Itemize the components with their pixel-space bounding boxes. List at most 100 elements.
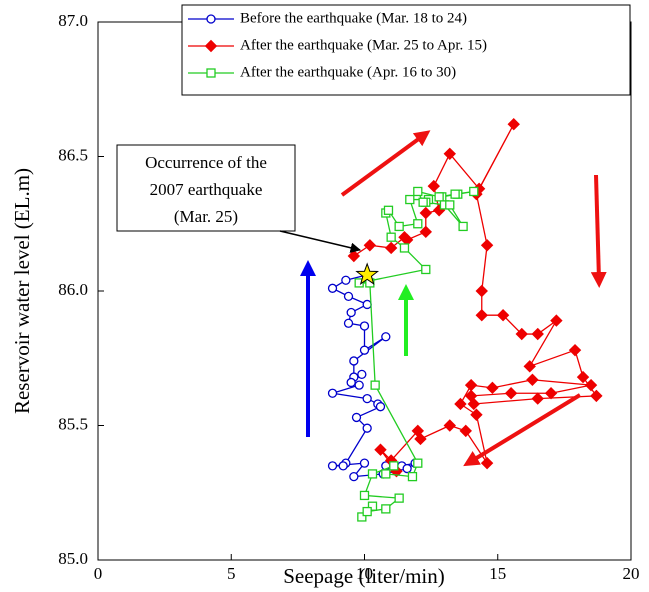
- plot-frame: [97, 21, 632, 561]
- point: [354, 278, 364, 288]
- point: [450, 189, 460, 199]
- point: [367, 501, 378, 511]
- point: [584, 378, 598, 392]
- point: [454, 397, 467, 411]
- point: [419, 206, 433, 220]
- point: [375, 402, 386, 412]
- point: [383, 205, 394, 215]
- point: [413, 458, 423, 468]
- point: [327, 388, 338, 398]
- legend: [181, 4, 631, 96]
- point: [351, 412, 362, 423]
- point: [526, 373, 539, 386]
- point: [413, 219, 423, 229]
- series-line: [331, 274, 416, 478]
- point: [367, 469, 378, 479]
- point: [327, 461, 338, 471]
- point: [381, 504, 391, 514]
- point: [590, 389, 603, 403]
- point: [384, 241, 398, 255]
- x-axis-label: Seepage (liter/min): [283, 564, 445, 588]
- legend-label: Before the earthquake (Mar. 18 to 24): [240, 10, 467, 26]
- point: [544, 387, 558, 400]
- x-tick-label: 15: [489, 564, 506, 583]
- point: [470, 408, 483, 421]
- point: [357, 512, 367, 522]
- point: [381, 332, 391, 342]
- legend-label: After the earthquake (Mar. 25 to Apr. 15…: [240, 37, 487, 53]
- point: [346, 377, 356, 388]
- point: [486, 381, 499, 395]
- x-tick-label: 20: [623, 564, 640, 583]
- point: [206, 68, 216, 78]
- annotation-arrow: [279, 230, 362, 253]
- point: [418, 197, 428, 207]
- point: [362, 299, 372, 310]
- y-axis-label: Reservoir water level (EL.m): [10, 168, 34, 414]
- event-star: [355, 262, 380, 285]
- point: [363, 239, 377, 252]
- point: [362, 423, 372, 433]
- point: [343, 291, 354, 302]
- annotation-box: [116, 144, 296, 232]
- point: [359, 321, 370, 331]
- x-tick-label: 5: [227, 564, 236, 583]
- point: [496, 309, 510, 322]
- point: [394, 493, 404, 503]
- series-line: [359, 190, 474, 518]
- point: [507, 118, 520, 131]
- point: [362, 506, 372, 517]
- point: [427, 179, 440, 193]
- point: [413, 186, 423, 197]
- point: [357, 369, 367, 380]
- point: [568, 343, 582, 357]
- point: [464, 389, 478, 403]
- point: [434, 192, 444, 202]
- y-tick-label: 86.0: [58, 280, 88, 299]
- legend-label: After the earthquake (Apr. 16 to 30): [240, 64, 456, 80]
- point: [386, 232, 396, 242]
- point: [443, 147, 456, 161]
- point: [421, 264, 431, 275]
- point: [480, 456, 494, 470]
- point: [204, 39, 218, 53]
- y-tick-label: 86.5: [58, 145, 88, 164]
- point: [359, 345, 370, 355]
- point: [381, 469, 391, 479]
- point: [480, 239, 494, 252]
- y-tick-label: 85.5: [58, 414, 88, 433]
- point: [359, 490, 370, 501]
- point: [370, 380, 380, 390]
- point: [523, 360, 536, 373]
- point: [347, 249, 361, 263]
- annotation-text: (Mar. 25): [174, 207, 238, 226]
- point: [349, 471, 359, 482]
- point: [469, 186, 479, 197]
- point: [338, 461, 348, 471]
- y-tick-label: 85.0: [58, 549, 88, 568]
- point: [327, 283, 338, 293]
- trend-arrow: [340, 130, 431, 197]
- point: [399, 243, 410, 253]
- point: [411, 424, 425, 438]
- point: [475, 309, 488, 322]
- point: [464, 378, 478, 392]
- point: [504, 387, 518, 400]
- y-tick-label: 87.0: [58, 11, 88, 30]
- x-tick-label: 0: [94, 564, 103, 583]
- point: [346, 307, 356, 318]
- point: [531, 392, 544, 405]
- point: [206, 14, 216, 24]
- point: [419, 225, 433, 239]
- point: [407, 471, 418, 482]
- point: [341, 275, 351, 285]
- point: [362, 393, 372, 404]
- point: [374, 443, 387, 456]
- point: [459, 424, 472, 438]
- point: [359, 458, 370, 468]
- point: [402, 463, 412, 474]
- point: [405, 194, 415, 205]
- point: [576, 370, 590, 384]
